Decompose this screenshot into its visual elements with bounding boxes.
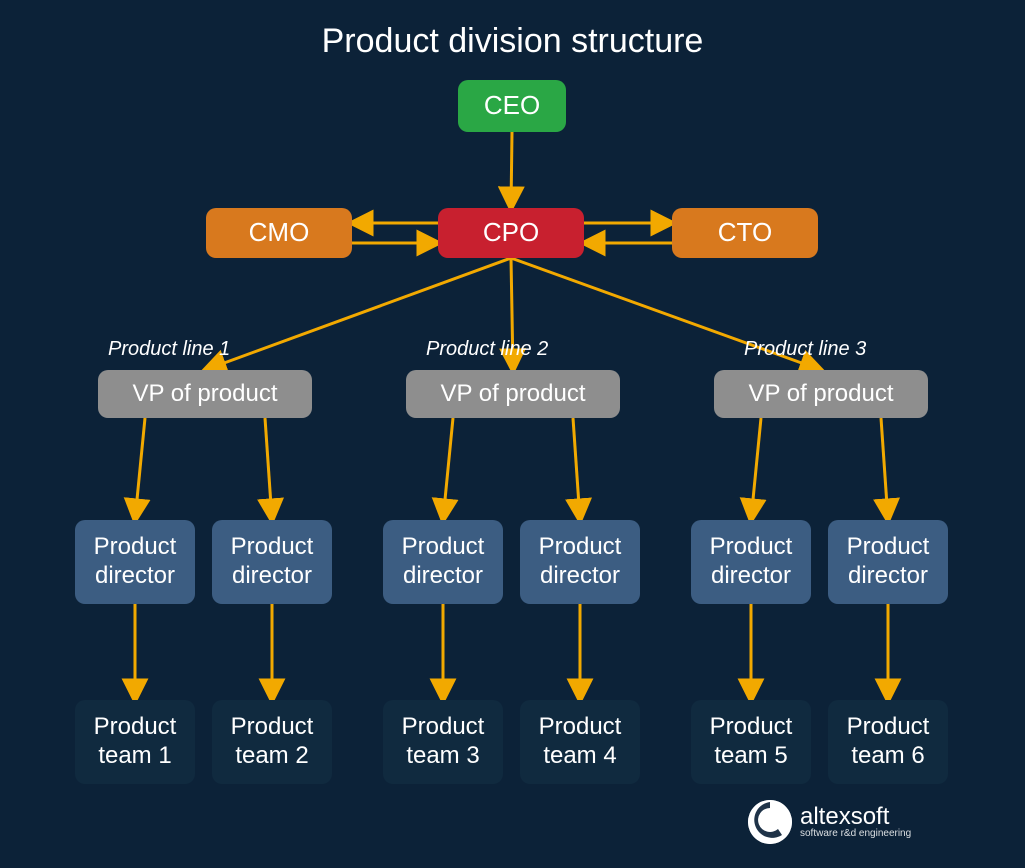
node-pt4: Product team 4 (520, 700, 640, 784)
product-line-label-3: Product line 3 (744, 338, 866, 361)
logo-tagline: software r&d engineering (800, 829, 911, 840)
node-pt5: Product team 5 (691, 700, 811, 784)
node-pt3: Product team 3 (383, 700, 503, 784)
node-pd4: Product director (520, 520, 640, 604)
node-pt1: Product team 1 (75, 700, 195, 784)
node-pt6: Product team 6 (828, 700, 948, 784)
node-cmo: CMO (206, 208, 352, 258)
node-vp1: VP of product (98, 370, 312, 418)
altexsoft-logo: altexsoft software r&d engineering (748, 800, 911, 844)
logo-name: altexsoft (800, 804, 911, 829)
logo-mark-icon (748, 800, 792, 844)
node-pd6: Product director (828, 520, 948, 604)
node-vp2: VP of product (406, 370, 620, 418)
node-cpo: CPO (438, 208, 584, 258)
node-ceo: CEO (458, 80, 566, 132)
node-vp3: VP of product (714, 370, 928, 418)
node-pt2: Product team 2 (212, 700, 332, 784)
product-line-label-1: Product line 1 (108, 338, 230, 361)
node-pd2: Product director (212, 520, 332, 604)
product-line-label-2: Product line 2 (426, 338, 548, 361)
node-pd5: Product director (691, 520, 811, 604)
node-pd1: Product director (75, 520, 195, 604)
diagram-canvas: Product division structure CEO CMO CPO CTO V… (0, 0, 1025, 868)
node-cto: CTO (672, 208, 818, 258)
node-pd3: Product director (383, 520, 503, 604)
diagram-title: Product division structure (0, 22, 1025, 61)
